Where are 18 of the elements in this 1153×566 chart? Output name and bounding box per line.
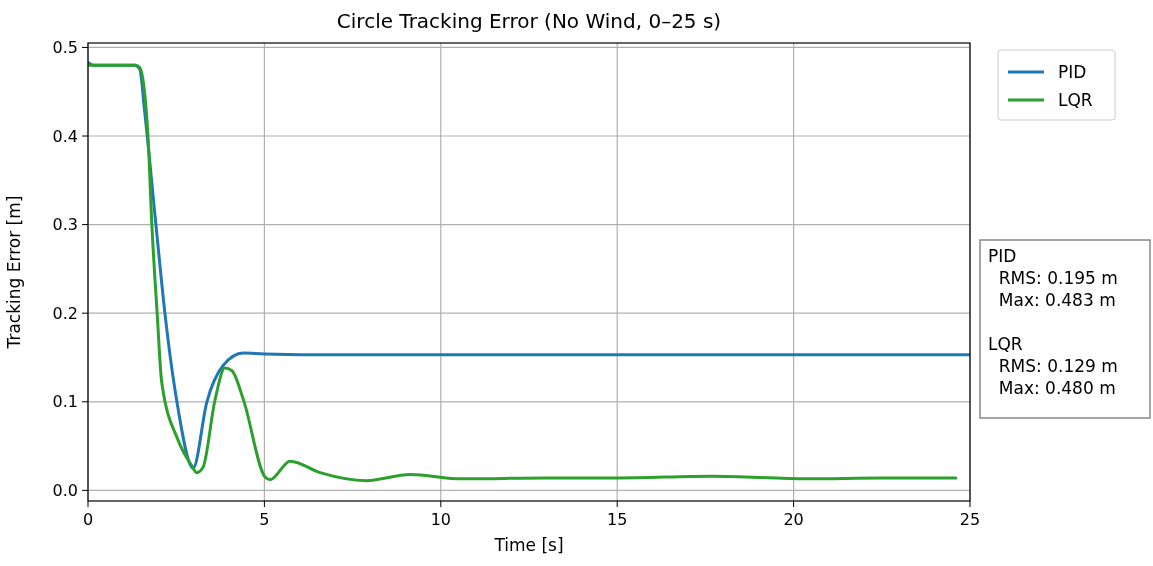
y-tick-label: 0.2	[52, 303, 78, 323]
y-tick-label: 0.5	[52, 38, 78, 58]
x-tick-label: 0	[82, 510, 94, 529]
y-tick-label: 0.3	[52, 215, 78, 235]
chart-title: Circle Tracking Error (No Wind, 0–25 s)	[336, 9, 722, 33]
y-tick-label: 0.0	[52, 480, 78, 500]
x-tick-label: 10	[430, 510, 451, 529]
legend-label: PID	[1058, 61, 1087, 82]
legend-label: LQR	[1058, 89, 1093, 110]
x-tick-label: 5	[259, 510, 270, 529]
y-tick-label: 0.1	[52, 392, 78, 412]
x-axis-title: Time [s]	[493, 535, 564, 555]
text: PID RMS: 0.195 m Max: 0.483 m LQR RMS: 0.129 m Max: 0.480 m	[988, 246, 1118, 398]
x-tick-label: 25	[959, 510, 981, 529]
y-axis-title: Tracking Error [m]	[4, 195, 24, 350]
x-tick-label: 15	[607, 510, 628, 529]
x-tick-label: 20	[783, 510, 804, 529]
y-tick-label: 0.4	[52, 126, 78, 146]
